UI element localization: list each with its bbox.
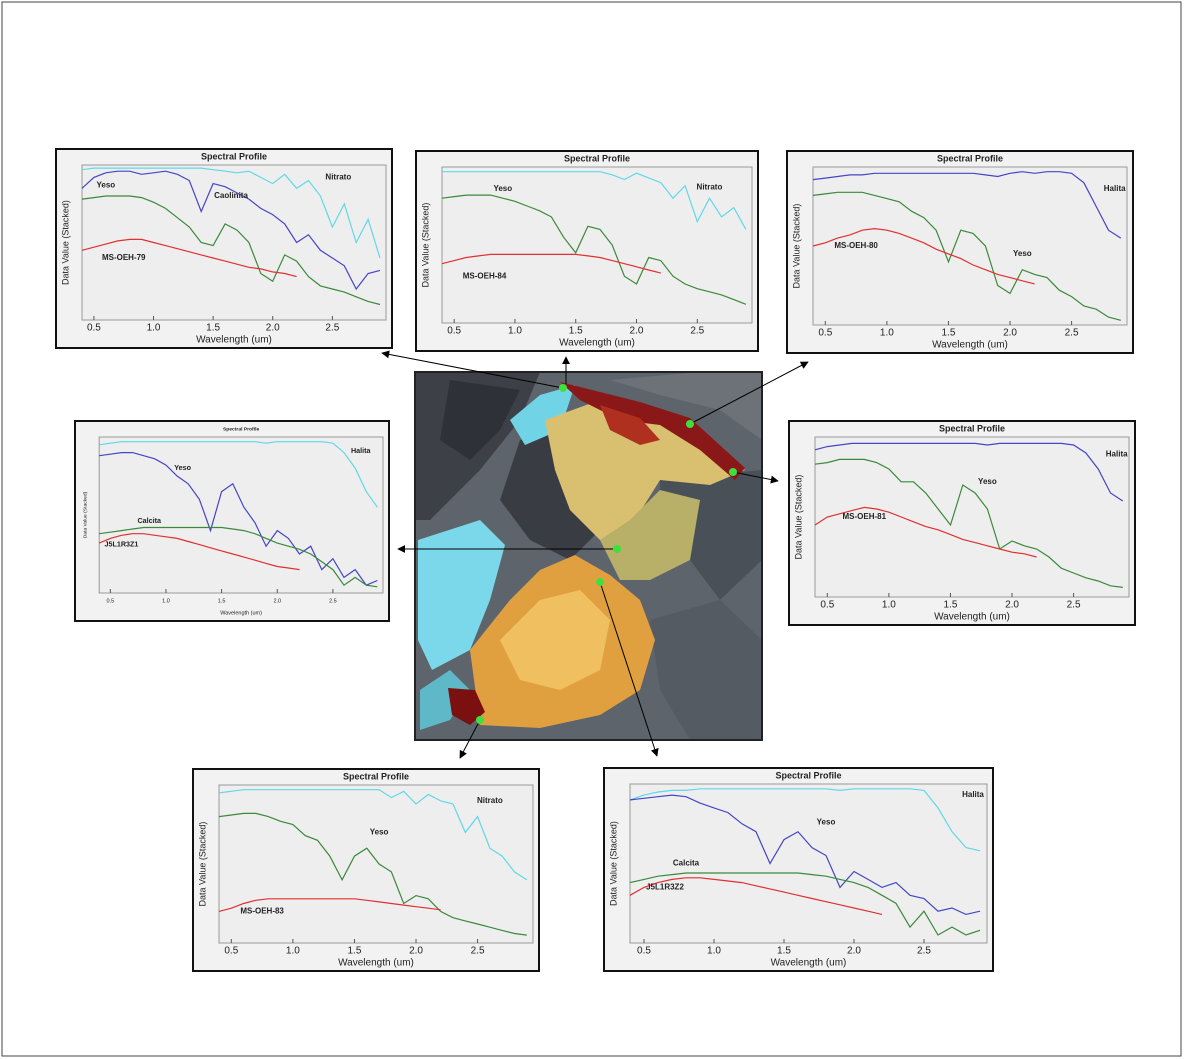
chart-title: Spectral Profile	[223, 426, 259, 432]
x-tick-label: 2.5	[917, 946, 931, 957]
x-tick-label: 0.5	[818, 328, 832, 339]
x-tick-label: 1.0	[880, 328, 894, 339]
x-tick-label: 0.5	[447, 326, 461, 337]
chart-title: Spectral Profile	[343, 771, 409, 781]
y-axis-label: Data Value (Stacked)	[60, 200, 70, 285]
x-tick-label: 1.5	[347, 946, 361, 957]
x-tick-label: 2.5	[329, 598, 337, 604]
x-tick-label: 1.5	[218, 598, 226, 604]
y-axis-label: Data Value (Stacked)	[197, 822, 207, 907]
plot-area	[82, 165, 386, 320]
series-label: Nitrato	[477, 796, 503, 805]
x-axis-label: Wavelength (um)	[559, 338, 635, 349]
series-label: Yeso	[978, 477, 997, 486]
plot-area	[219, 785, 533, 943]
x-tick-label: 0.5	[87, 323, 101, 334]
x-axis-label: Wavelength (um)	[338, 958, 414, 969]
series-label: Yeso	[493, 184, 512, 193]
spectral-chart: Spectral Profile Wavelength (um) Data Valu…	[56, 149, 392, 348]
x-tick-label: 1.5	[569, 326, 583, 337]
series-label: MS-OEH-83	[240, 907, 284, 916]
series-label: Halita	[351, 446, 372, 455]
x-tick-label: 1.0	[707, 946, 721, 957]
series-label: MS-OEH-80	[834, 241, 878, 250]
x-tick-label: 0.5	[637, 946, 651, 957]
page: {"chart_data": [ {"type": "line", "title…	[0, 0, 1184, 1059]
spectral-chart: Spectral Profile Wavelength (um) Data Valu…	[604, 768, 993, 971]
x-tick-label: 2.5	[325, 323, 339, 334]
y-axis-label: Data Value (Stacked)	[420, 203, 430, 288]
chart-title: Spectral Profile	[564, 153, 630, 163]
x-tick-label: 2.0	[409, 946, 423, 957]
spectral-chart: Spectral Profile Wavelength (um) Data Valu…	[193, 769, 539, 971]
sample-point	[559, 384, 567, 392]
x-tick-label: 1.0	[286, 946, 300, 957]
spectral-chart: Spectral Profile Wavelength (um) Data Valu…	[416, 151, 758, 351]
x-tick-label: 2.0	[630, 326, 644, 337]
sample-point	[596, 578, 604, 586]
series-label: Caolinita	[214, 191, 248, 200]
x-tick-label: 1.0	[508, 326, 522, 337]
x-tick-label: 1.5	[941, 328, 955, 339]
x-tick-label: 2.0	[273, 598, 281, 604]
series-label: Yeso	[174, 463, 191, 472]
series-label: J5L1R3Z1	[104, 540, 138, 549]
series-label: Yeso	[370, 828, 389, 837]
x-tick-label: 2.0	[266, 323, 280, 334]
y-axis-label: Data Value (Stacked)	[82, 491, 88, 538]
y-axis-label: Data Value (Stacked)	[608, 821, 618, 906]
chart-title: Spectral Profile	[201, 151, 267, 161]
sample-point	[729, 468, 737, 476]
series-label: Nitrato	[325, 173, 351, 182]
x-tick-label: 1.5	[206, 323, 220, 334]
series-label: Halita	[1106, 450, 1128, 459]
series-label: MS-OEH-79	[102, 253, 146, 262]
x-tick-label: 0.5	[224, 946, 238, 957]
chart-title: Spectral Profile	[937, 153, 1003, 163]
x-tick-label: 1.0	[882, 600, 896, 611]
y-axis-label: Data Value (Stacked)	[793, 475, 803, 560]
series-label: Calcita	[137, 516, 162, 525]
chart-title: Spectral Profile	[939, 423, 1005, 433]
series-label: Yeso	[1013, 249, 1032, 258]
figure: Spectral Profile Wavelength (um) Data Valu…	[0, 0, 1184, 1059]
x-tick-label: 0.5	[107, 598, 115, 604]
spectral-chart: Spectral Profile Wavelength (um) Data Valu…	[75, 421, 389, 621]
x-axis-label: Wavelength (um)	[932, 340, 1008, 351]
series-label: Calcita	[673, 859, 700, 868]
x-tick-label: 2.5	[471, 946, 485, 957]
x-axis-label: Wavelength (um)	[771, 958, 847, 969]
x-tick-label: 1.0	[162, 598, 170, 604]
series-label: Halita	[1104, 184, 1126, 193]
sample-point	[476, 716, 484, 724]
x-tick-label: 1.5	[777, 946, 791, 957]
x-tick-label: 1.0	[147, 323, 161, 334]
x-tick-label: 0.5	[820, 600, 834, 611]
x-axis-label: Wavelength (um)	[220, 610, 262, 616]
sample-point	[686, 420, 694, 428]
sample-point	[613, 545, 621, 553]
x-tick-label: 2.0	[1005, 600, 1019, 611]
spectral-chart: Spectral Profile Wavelength (um) Data Valu…	[787, 151, 1133, 353]
x-tick-label: 2.5	[690, 326, 704, 337]
series-label: MS-OEH-84	[463, 271, 507, 280]
plot-area	[99, 437, 383, 593]
y-axis-label: Data Value (Stacked)	[791, 204, 801, 289]
x-tick-label: 2.5	[1065, 328, 1079, 339]
x-tick-label: 2.5	[1067, 600, 1081, 611]
x-axis-label: Wavelength (um)	[196, 335, 272, 346]
series-label: J5L1R3Z2	[646, 882, 684, 891]
series-label: Halita	[962, 790, 984, 799]
chart-title: Spectral Profile	[775, 770, 841, 780]
x-tick-label: 1.5	[943, 600, 957, 611]
satellite-image	[415, 372, 762, 740]
x-tick-label: 2.0	[1003, 328, 1017, 339]
series-label: Yeso	[817, 817, 836, 826]
series-label: Yeso	[96, 180, 115, 189]
spectral-chart: Spectral Profile Wavelength (um) Data Valu…	[789, 421, 1135, 625]
series-label: Nitrato	[697, 182, 723, 191]
x-axis-label: Wavelength (um)	[934, 612, 1010, 623]
series-label: MS-OEH-81	[842, 512, 886, 521]
x-tick-label: 2.0	[847, 946, 861, 957]
